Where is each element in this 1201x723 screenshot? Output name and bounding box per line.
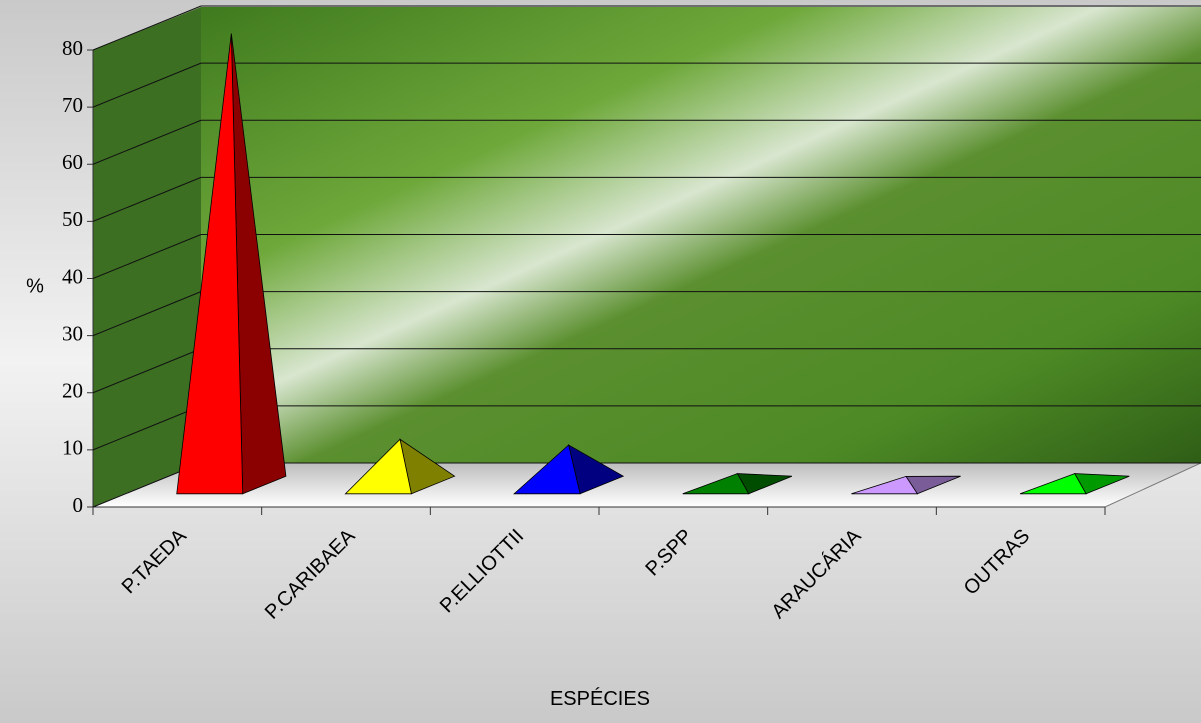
y-tick-label: 80 xyxy=(62,36,83,60)
grid-line xyxy=(92,405,202,451)
y-tick-label: 70 xyxy=(62,93,83,117)
pyramid-front xyxy=(513,444,581,495)
pyramid-front xyxy=(344,438,412,495)
pyramid xyxy=(851,475,961,495)
y-tick-label: 60 xyxy=(62,150,83,174)
y-tick-label: 0 xyxy=(73,493,84,517)
pyramid xyxy=(344,438,456,495)
y-tick-label: 50 xyxy=(62,207,83,231)
pyramid-front xyxy=(851,475,919,495)
pyramid xyxy=(682,473,793,495)
x-axis-label: ESPÉCIES xyxy=(550,687,650,710)
y-tick-label: 20 xyxy=(62,379,83,403)
pyramid-front xyxy=(1019,473,1087,495)
grid-line xyxy=(92,5,202,51)
y-tick-label: 30 xyxy=(62,321,83,345)
pyramid-front xyxy=(176,33,244,495)
y-tick-label: 40 xyxy=(62,264,83,288)
pyramid xyxy=(1019,473,1130,495)
grid-line xyxy=(92,176,202,222)
pyramid xyxy=(176,33,287,495)
pyramid-front xyxy=(682,473,750,495)
grid-line xyxy=(92,234,202,279)
pyramid xyxy=(513,444,625,495)
grid-line xyxy=(92,119,202,165)
grid-line xyxy=(92,291,202,337)
grid-line xyxy=(92,348,202,394)
y-axis-label: % xyxy=(26,275,44,297)
grid-line xyxy=(92,62,202,108)
y-tick-label: 10 xyxy=(62,436,83,460)
